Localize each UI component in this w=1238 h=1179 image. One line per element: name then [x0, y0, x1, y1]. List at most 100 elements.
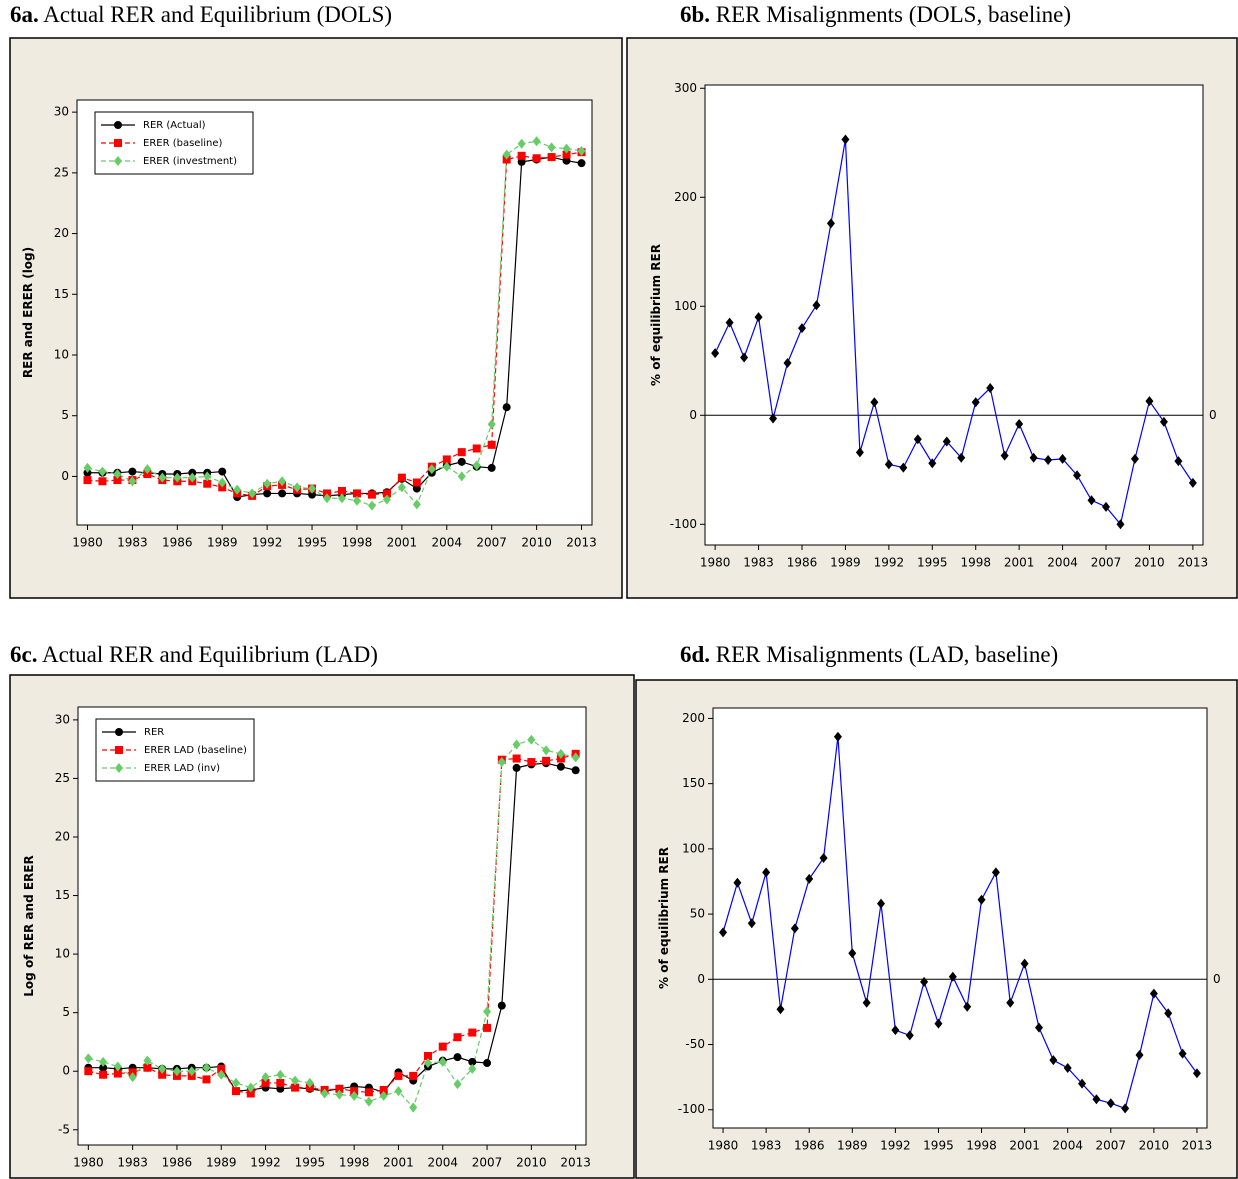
reference-label: 0: [1213, 972, 1221, 986]
y-tick-label: 20: [54, 226, 69, 240]
x-tick-label: 1989: [206, 1156, 237, 1170]
y-tick-label: 100: [682, 841, 705, 855]
y-tick-label: -100: [678, 1102, 705, 1116]
marker: [352, 495, 361, 506]
marker: [934, 1018, 943, 1029]
marker: [1174, 456, 1183, 467]
marker: [278, 489, 287, 498]
marker: [562, 143, 571, 154]
x-tick-label: 2007: [476, 536, 507, 550]
x-tick-label: 2010: [1134, 556, 1165, 570]
marker: [99, 1070, 108, 1079]
marker: [1188, 477, 1197, 488]
marker: [483, 1059, 492, 1068]
marker: [409, 1102, 418, 1113]
marker: [202, 1075, 211, 1084]
marker: [291, 1075, 300, 1086]
marker: [203, 471, 212, 482]
panel-title: RER Misalignments (LAD, baseline): [716, 642, 1058, 667]
marker: [188, 472, 197, 483]
marker: [870, 397, 879, 408]
marker: [1073, 470, 1082, 481]
marker: [113, 476, 122, 485]
marker: [457, 448, 466, 457]
marker: [1135, 1049, 1144, 1060]
marker: [438, 1042, 447, 1051]
marker: [367, 500, 376, 511]
marker: [1106, 1098, 1115, 1109]
marker: [1130, 453, 1139, 464]
marker: [278, 476, 287, 487]
marker: [483, 1023, 492, 1032]
y-tick-label: 10: [54, 348, 69, 362]
x-tick-label: 2013: [560, 1156, 591, 1170]
panel-title: Actual RER and Equilibrium (DOLS): [43, 2, 392, 27]
x-tick-label: 1983: [117, 1156, 148, 1170]
marker: [855, 447, 864, 458]
marker: [98, 466, 107, 477]
legend-marker: [114, 121, 122, 129]
x-tick-label: 2013: [1178, 556, 1209, 570]
x-tick-label: 2007: [1091, 556, 1122, 570]
marker: [571, 752, 580, 763]
marker: [423, 1058, 432, 1069]
panel-label: 6b.: [680, 2, 710, 27]
y-tick-label: 30: [54, 105, 69, 119]
marker: [719, 927, 728, 938]
marker: [394, 1071, 403, 1080]
marker: [1116, 519, 1125, 530]
legend-label: ERER LAD (inv): [144, 763, 220, 774]
x-tick-label: 1989: [207, 536, 238, 550]
marker: [783, 357, 792, 368]
marker: [412, 478, 421, 487]
marker: [291, 1083, 300, 1092]
marker: [305, 1077, 314, 1088]
marker: [711, 348, 720, 359]
marker: [542, 745, 551, 756]
x-tick-label: 1986: [162, 1156, 193, 1170]
x-tick-label: 2013: [566, 536, 597, 550]
legend-marker: [115, 728, 123, 736]
legend-label: RER: [144, 727, 164, 738]
y-tick-label: -50: [685, 1037, 705, 1051]
marker: [113, 1061, 122, 1072]
marker: [468, 1063, 477, 1074]
y-tick-label: 15: [55, 888, 70, 902]
marker: [747, 918, 756, 929]
x-tick-label: 1986: [162, 536, 193, 550]
marker: [397, 482, 406, 493]
marker: [128, 1072, 137, 1083]
marker: [1049, 1055, 1058, 1066]
y-tick-label: 5: [62, 1005, 70, 1019]
marker: [248, 488, 257, 499]
marker: [986, 383, 995, 394]
marker: [276, 1078, 285, 1087]
panel-label: 6c.: [10, 642, 37, 667]
x-tick-label: 1995: [297, 536, 328, 550]
marker: [457, 457, 466, 466]
marker: [1164, 1008, 1173, 1019]
marker: [468, 1028, 477, 1037]
marker: [217, 1064, 226, 1073]
marker: [942, 436, 951, 447]
series-line: [722, 736, 1198, 1110]
y-tick-label: 0: [697, 972, 705, 986]
y-tick-label: 20: [55, 829, 70, 843]
marker: [556, 748, 565, 759]
marker: [218, 477, 227, 488]
marker: [733, 877, 742, 888]
marker: [172, 1066, 181, 1077]
marker: [261, 1078, 270, 1087]
marker: [276, 1069, 285, 1080]
marker: [928, 458, 937, 469]
marker: [833, 731, 842, 742]
marker: [1087, 495, 1096, 506]
marker: [527, 734, 536, 745]
y-tick-label: 0: [689, 408, 697, 422]
marker: [409, 1071, 418, 1080]
marker: [502, 403, 511, 412]
x-tick-label: 2007: [1096, 1139, 1127, 1153]
marker: [562, 150, 571, 159]
y-tick-label: 0: [62, 1064, 70, 1078]
marker: [826, 218, 835, 229]
